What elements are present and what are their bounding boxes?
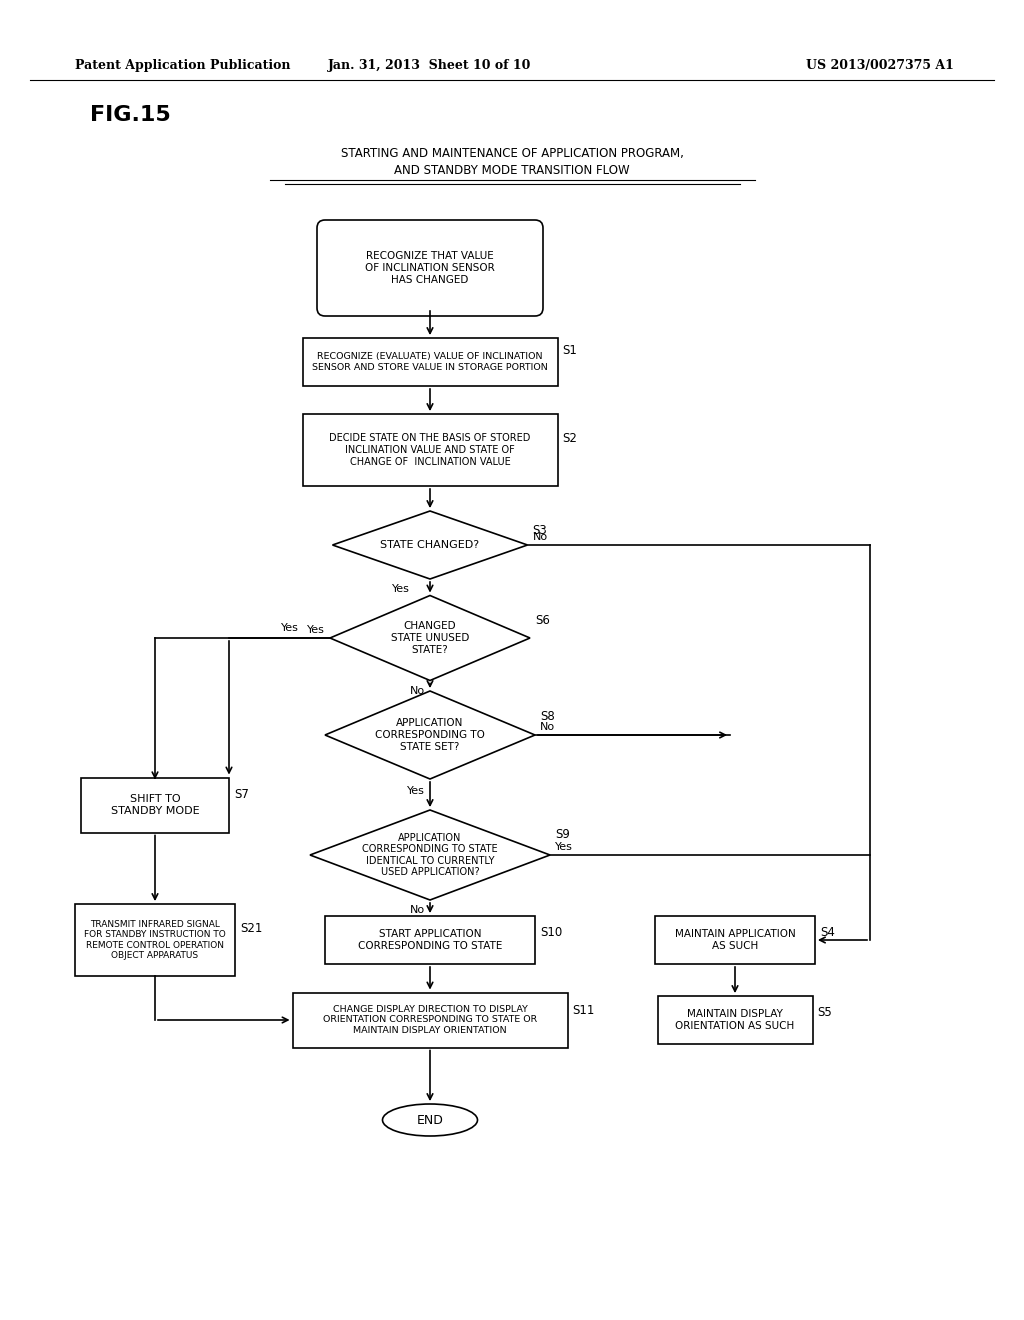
Bar xyxy=(657,997,812,1044)
Polygon shape xyxy=(333,511,527,579)
Text: APPLICATION
CORRESPONDING TO STATE
IDENTICAL TO CURRENTLY
USED APPLICATION?: APPLICATION CORRESPONDING TO STATE IDENT… xyxy=(362,833,498,878)
Text: S9: S9 xyxy=(555,829,570,842)
Text: SHIFT TO
STANDBY MODE: SHIFT TO STANDBY MODE xyxy=(111,795,200,816)
Text: S6: S6 xyxy=(535,614,550,627)
Text: S21: S21 xyxy=(240,921,262,935)
Text: AND STANDBY MODE TRANSITION FLOW: AND STANDBY MODE TRANSITION FLOW xyxy=(394,164,630,177)
Text: DECIDE STATE ON THE BASIS OF STORED
INCLINATION VALUE AND STATE OF
CHANGE OF  IN: DECIDE STATE ON THE BASIS OF STORED INCL… xyxy=(330,433,530,466)
Text: END: END xyxy=(417,1114,443,1126)
Text: S3: S3 xyxy=(532,524,547,537)
Text: S1: S1 xyxy=(562,343,578,356)
Bar xyxy=(302,338,557,385)
Bar xyxy=(655,916,815,964)
FancyBboxPatch shape xyxy=(317,220,543,315)
Text: Yes: Yes xyxy=(281,623,299,634)
Ellipse shape xyxy=(383,1104,477,1137)
Text: FIG.15: FIG.15 xyxy=(90,106,171,125)
Text: TRANSMIT INFRARED SIGNAL
FOR STANDBY INSTRUCTION TO
REMOTE CONTROL OPERATION
OBJ: TRANSMIT INFRARED SIGNAL FOR STANDBY INS… xyxy=(84,920,226,960)
Text: MAINTAIN APPLICATION
AS SUCH: MAINTAIN APPLICATION AS SUCH xyxy=(675,929,796,950)
Polygon shape xyxy=(325,690,535,779)
Polygon shape xyxy=(330,595,530,681)
Text: S8: S8 xyxy=(540,710,555,723)
Text: Yes: Yes xyxy=(307,624,325,635)
Text: Yes: Yes xyxy=(392,583,410,594)
Text: Yes: Yes xyxy=(555,842,572,851)
Text: S11: S11 xyxy=(572,1003,595,1016)
Text: S7: S7 xyxy=(234,788,249,801)
Bar xyxy=(302,414,557,486)
Text: MAINTAIN DISPLAY
ORIENTATION AS SUCH: MAINTAIN DISPLAY ORIENTATION AS SUCH xyxy=(676,1010,795,1031)
Text: S10: S10 xyxy=(540,925,562,939)
Polygon shape xyxy=(310,810,550,900)
Text: CHANGE DISPLAY DIRECTION TO DISPLAY
ORIENTATION CORRESPONDING TO STATE OR
MAINTA: CHANGE DISPLAY DIRECTION TO DISPLAY ORIE… xyxy=(323,1005,538,1035)
Text: No: No xyxy=(532,532,548,543)
Bar xyxy=(81,777,229,833)
Text: CHANGED
STATE UNUSED
STATE?: CHANGED STATE UNUSED STATE? xyxy=(391,622,469,655)
Bar xyxy=(293,993,567,1048)
Text: STATE CHANGED?: STATE CHANGED? xyxy=(381,540,479,550)
Text: S2: S2 xyxy=(562,432,578,445)
Text: APPLICATION
CORRESPONDING TO
STATE SET?: APPLICATION CORRESPONDING TO STATE SET? xyxy=(375,718,485,751)
Text: STARTING AND MAINTENANCE OF APPLICATION PROGRAM,: STARTING AND MAINTENANCE OF APPLICATION … xyxy=(341,147,683,160)
Text: Yes: Yes xyxy=(408,785,425,796)
Text: No: No xyxy=(410,685,425,696)
Text: START APPLICATION
CORRESPONDING TO STATE: START APPLICATION CORRESPONDING TO STATE xyxy=(357,929,502,950)
Text: S4: S4 xyxy=(820,925,835,939)
Text: No: No xyxy=(410,906,425,915)
Text: Patent Application Publication: Patent Application Publication xyxy=(75,58,291,71)
Bar xyxy=(75,904,234,975)
Text: No: No xyxy=(540,722,555,733)
Text: US 2013/0027375 A1: US 2013/0027375 A1 xyxy=(806,58,954,71)
Text: Jan. 31, 2013  Sheet 10 of 10: Jan. 31, 2013 Sheet 10 of 10 xyxy=(329,58,531,71)
Text: RECOGNIZE (EVALUATE) VALUE OF INCLINATION
SENSOR AND STORE VALUE IN STORAGE PORT: RECOGNIZE (EVALUATE) VALUE OF INCLINATIO… xyxy=(312,352,548,372)
Text: RECOGNIZE THAT VALUE
OF INCLINATION SENSOR
HAS CHANGED: RECOGNIZE THAT VALUE OF INCLINATION SENS… xyxy=(366,251,495,285)
Bar xyxy=(325,916,535,964)
Text: S5: S5 xyxy=(817,1006,833,1019)
